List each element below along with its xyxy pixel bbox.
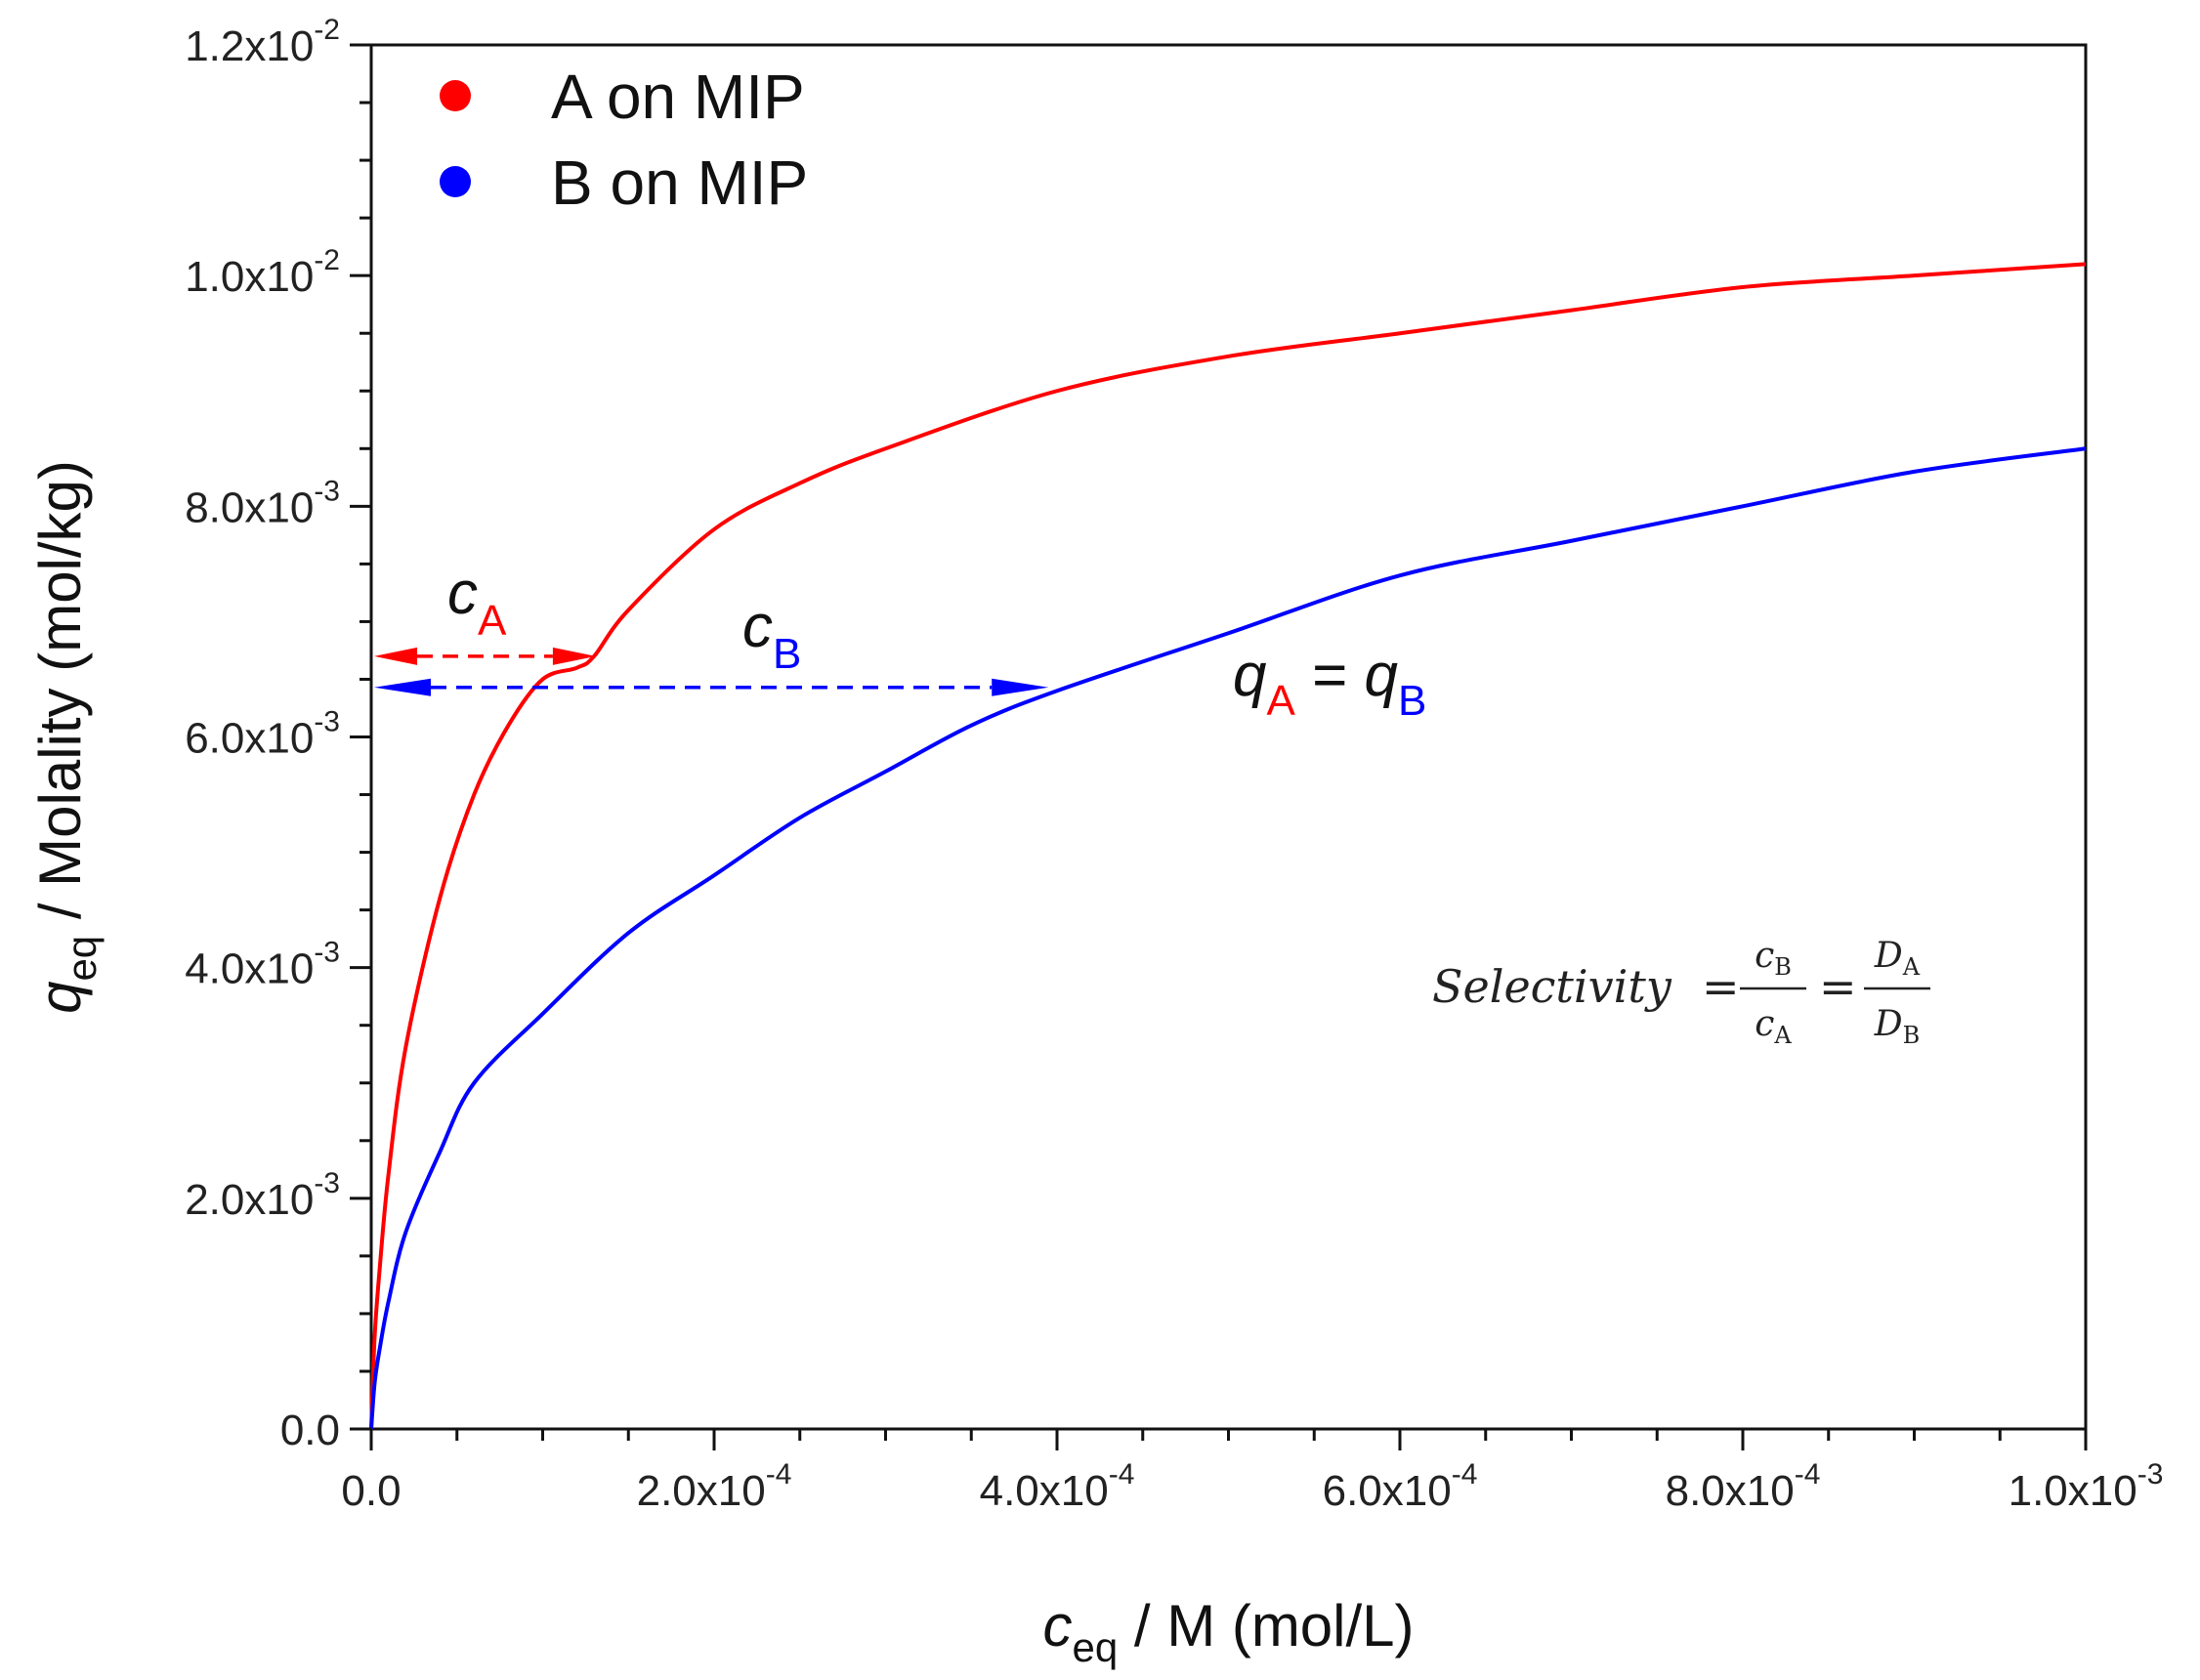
formula-frac2-num-main: D <box>1874 936 1903 976</box>
y-tick-exponent: -3 <box>314 475 340 507</box>
y-axis-title-main: q <box>27 982 93 1014</box>
equality-q1: q <box>1233 642 1267 709</box>
y-tick-mantissa: 4.0x10 <box>185 945 314 993</box>
x-tick-mantissa: 2.0x10 <box>637 1467 766 1515</box>
y-axis-title-rest: / Molality (mol/kg) <box>27 460 93 936</box>
x-axis-title-rest: / M (mol/L) <box>1118 1593 1414 1659</box>
axes: 0.0 2.0x10-4 4.0x10-4 6.0x10-4 8.0x10-4 1.0x1… <box>27 14 2163 1670</box>
x-tick-label: 2.0x10-4 <box>637 1458 792 1515</box>
formula-eq2: = <box>1819 960 1857 1013</box>
x-tick-exponent: -4 <box>1795 1458 1821 1491</box>
x-tick-exponent: -3 <box>2137 1458 2164 1491</box>
y-tick-mantissa: 8.0x10 <box>185 483 314 531</box>
ca-arrow-head-right <box>552 647 596 665</box>
formula-frac2-den: DB <box>1874 1004 1921 1049</box>
cb-label: cB <box>742 593 801 678</box>
y-tick-label: 1.0x10-2 <box>185 244 340 301</box>
formula-frac2-num: DA <box>1874 936 1921 981</box>
x-tick-exponent: -4 <box>1452 1458 1478 1491</box>
ca-label-sub: A <box>478 597 507 645</box>
y-tick-exponent: -3 <box>314 1167 340 1199</box>
equality-sub1: A <box>1266 677 1295 725</box>
equality-label: qA = qB <box>1233 642 1426 725</box>
x-tick-label: 0.0 <box>341 1467 401 1515</box>
legend-marker-b <box>440 166 471 197</box>
cb-label-sub: B <box>773 630 801 678</box>
legend-label-b: B on MIP <box>551 147 808 218</box>
x-axis-title-main: c <box>1042 1593 1072 1659</box>
formula-frac2-num-sub: A <box>1902 953 1921 981</box>
formula-lhs: Selectivity <box>1432 960 1672 1013</box>
y-tick-label: 6.0x10-3 <box>185 706 340 763</box>
cb-arrow-head-left <box>374 678 431 696</box>
y-tick-label: 2.0x10-3 <box>185 1167 340 1224</box>
equality-sub2: B <box>1398 677 1426 725</box>
y-tick-exponent: -2 <box>314 244 340 276</box>
y-tick-mantissa: 2.0x10 <box>185 1176 314 1224</box>
x-axis-title-sub: eq <box>1072 1624 1118 1670</box>
series-line-b <box>369 446 2087 1430</box>
x-tick-label: 6.0x10-4 <box>1323 1458 1478 1515</box>
y-tick-mantissa: 6.0x10 <box>185 715 314 763</box>
legend: A on MIP B on MIP <box>440 62 808 218</box>
x-tick-label: 1.0x10-3 <box>2009 1458 2164 1515</box>
formula-frac1-num: cB <box>1755 936 1792 981</box>
plot-area <box>369 43 2088 1431</box>
x-tick-mantissa: 1.0x10 <box>2009 1467 2137 1515</box>
formula-frac1-num-sub: B <box>1774 953 1792 981</box>
cb-arrow-head-right <box>992 678 1049 696</box>
y-tick-exponent: -2 <box>314 14 340 46</box>
ca-arrow-head-left <box>374 647 417 665</box>
cb-arrow <box>374 678 1049 696</box>
y-tick-mantissa: 0.0 <box>280 1407 340 1454</box>
y-tick-label: 8.0x10-3 <box>185 475 340 531</box>
equality-eq: = <box>1295 642 1365 709</box>
legend-marker-a <box>440 80 471 111</box>
formula-frac2-den-sub: B <box>1903 1022 1921 1049</box>
plot-frame <box>369 43 2088 1431</box>
formula-eq1: = <box>1702 960 1740 1013</box>
y-tick-label: 0.0 <box>280 1407 340 1454</box>
formula-frac1-num-main: c <box>1755 936 1774 976</box>
ca-label-main: c <box>447 560 478 627</box>
legend-label-a: A on MIP <box>551 62 805 132</box>
equality-q2: q <box>1365 642 1399 709</box>
x-tick-mantissa: 0.0 <box>341 1467 401 1515</box>
y-tick-label: 1.2x10-2 <box>185 14 340 70</box>
formula-frac1-den-sub: A <box>1773 1022 1792 1049</box>
x-tick-exponent: -4 <box>1109 1458 1135 1491</box>
curves <box>369 262 2087 1430</box>
x-tick-mantissa: 6.0x10 <box>1323 1467 1452 1515</box>
x-tick-mantissa: 8.0x10 <box>1666 1467 1795 1515</box>
ca-label: cA <box>447 560 507 645</box>
x-tick-label: 8.0x10-4 <box>1666 1458 1821 1515</box>
formula-frac1-den-main: c <box>1755 1004 1774 1044</box>
formula-frac1-den: cA <box>1755 1004 1792 1049</box>
ca-arrow <box>374 647 596 665</box>
y-axis-title: qeq / Molality (mol/kg) <box>27 460 105 1014</box>
x-tick-mantissa: 4.0x10 <box>980 1467 1109 1515</box>
x-tick-label: 4.0x10-4 <box>980 1458 1135 1515</box>
x-axis-title: ceq / M (mol/L) <box>1042 1593 1414 1670</box>
y-tick-label: 4.0x10-3 <box>185 937 340 993</box>
y-tick-mantissa: 1.2x10 <box>185 22 314 70</box>
series-line-a <box>369 262 2087 1430</box>
y-tick-exponent: -3 <box>314 937 340 969</box>
y-tick-mantissa: 1.0x10 <box>185 253 314 301</box>
formula-frac2-den-main: D <box>1874 1004 1903 1044</box>
y-tick-exponent: -3 <box>314 706 340 738</box>
x-tick-exponent: -4 <box>766 1458 792 1491</box>
cb-label-main: c <box>742 593 773 660</box>
y-axis-title-sub: eq <box>59 936 105 982</box>
